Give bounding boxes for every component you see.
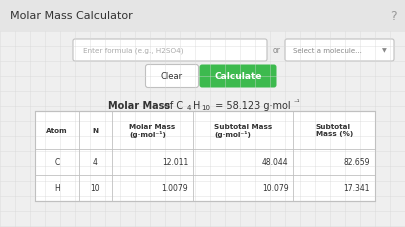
Text: 17.341: 17.341: [343, 184, 370, 193]
Text: Subtotal
Mass (%): Subtotal Mass (%): [315, 124, 353, 137]
FancyBboxPatch shape: [73, 40, 267, 62]
Text: Clear: Clear: [161, 72, 183, 81]
Text: 12.011: 12.011: [162, 158, 188, 167]
Text: Subtotal Mass
(g·mol⁻¹): Subtotal Mass (g·mol⁻¹): [214, 123, 273, 138]
Text: H: H: [54, 184, 60, 193]
Text: = 58.123 g·mol: = 58.123 g·mol: [212, 101, 291, 111]
Text: H: H: [193, 101, 200, 111]
Text: 4: 4: [93, 158, 98, 167]
Text: Molar Mass
(g·mol⁻¹): Molar Mass (g·mol⁻¹): [129, 123, 175, 138]
FancyBboxPatch shape: [285, 40, 394, 62]
Bar: [35, 111, 375, 201]
Text: C: C: [55, 158, 60, 167]
FancyBboxPatch shape: [145, 65, 198, 88]
Text: 10: 10: [91, 184, 100, 193]
Text: Molar Mass Calculator: Molar Mass Calculator: [10, 11, 133, 21]
Text: 48.044: 48.044: [262, 158, 288, 167]
Text: Molar Mass: Molar Mass: [108, 101, 170, 111]
Text: ▼: ▼: [382, 48, 387, 53]
Text: 1.0079: 1.0079: [162, 184, 188, 193]
Text: Calculate: Calculate: [214, 72, 262, 81]
Text: or: or: [273, 46, 281, 55]
Bar: [0, 0, 405, 32]
Text: ?: ?: [390, 10, 397, 22]
Text: Atom: Atom: [46, 127, 68, 133]
Text: Select a molecule...: Select a molecule...: [293, 48, 362, 54]
Text: 4: 4: [187, 105, 192, 111]
Text: Enter formula (e.g., H2SO4): Enter formula (e.g., H2SO4): [83, 47, 183, 54]
Text: of C: of C: [164, 101, 183, 111]
Text: ⁻¹: ⁻¹: [294, 100, 301, 106]
Text: N: N: [92, 127, 98, 133]
Text: 10: 10: [201, 105, 210, 111]
Text: 10.079: 10.079: [262, 184, 288, 193]
FancyBboxPatch shape: [200, 65, 277, 88]
Text: 82.659: 82.659: [343, 158, 370, 167]
